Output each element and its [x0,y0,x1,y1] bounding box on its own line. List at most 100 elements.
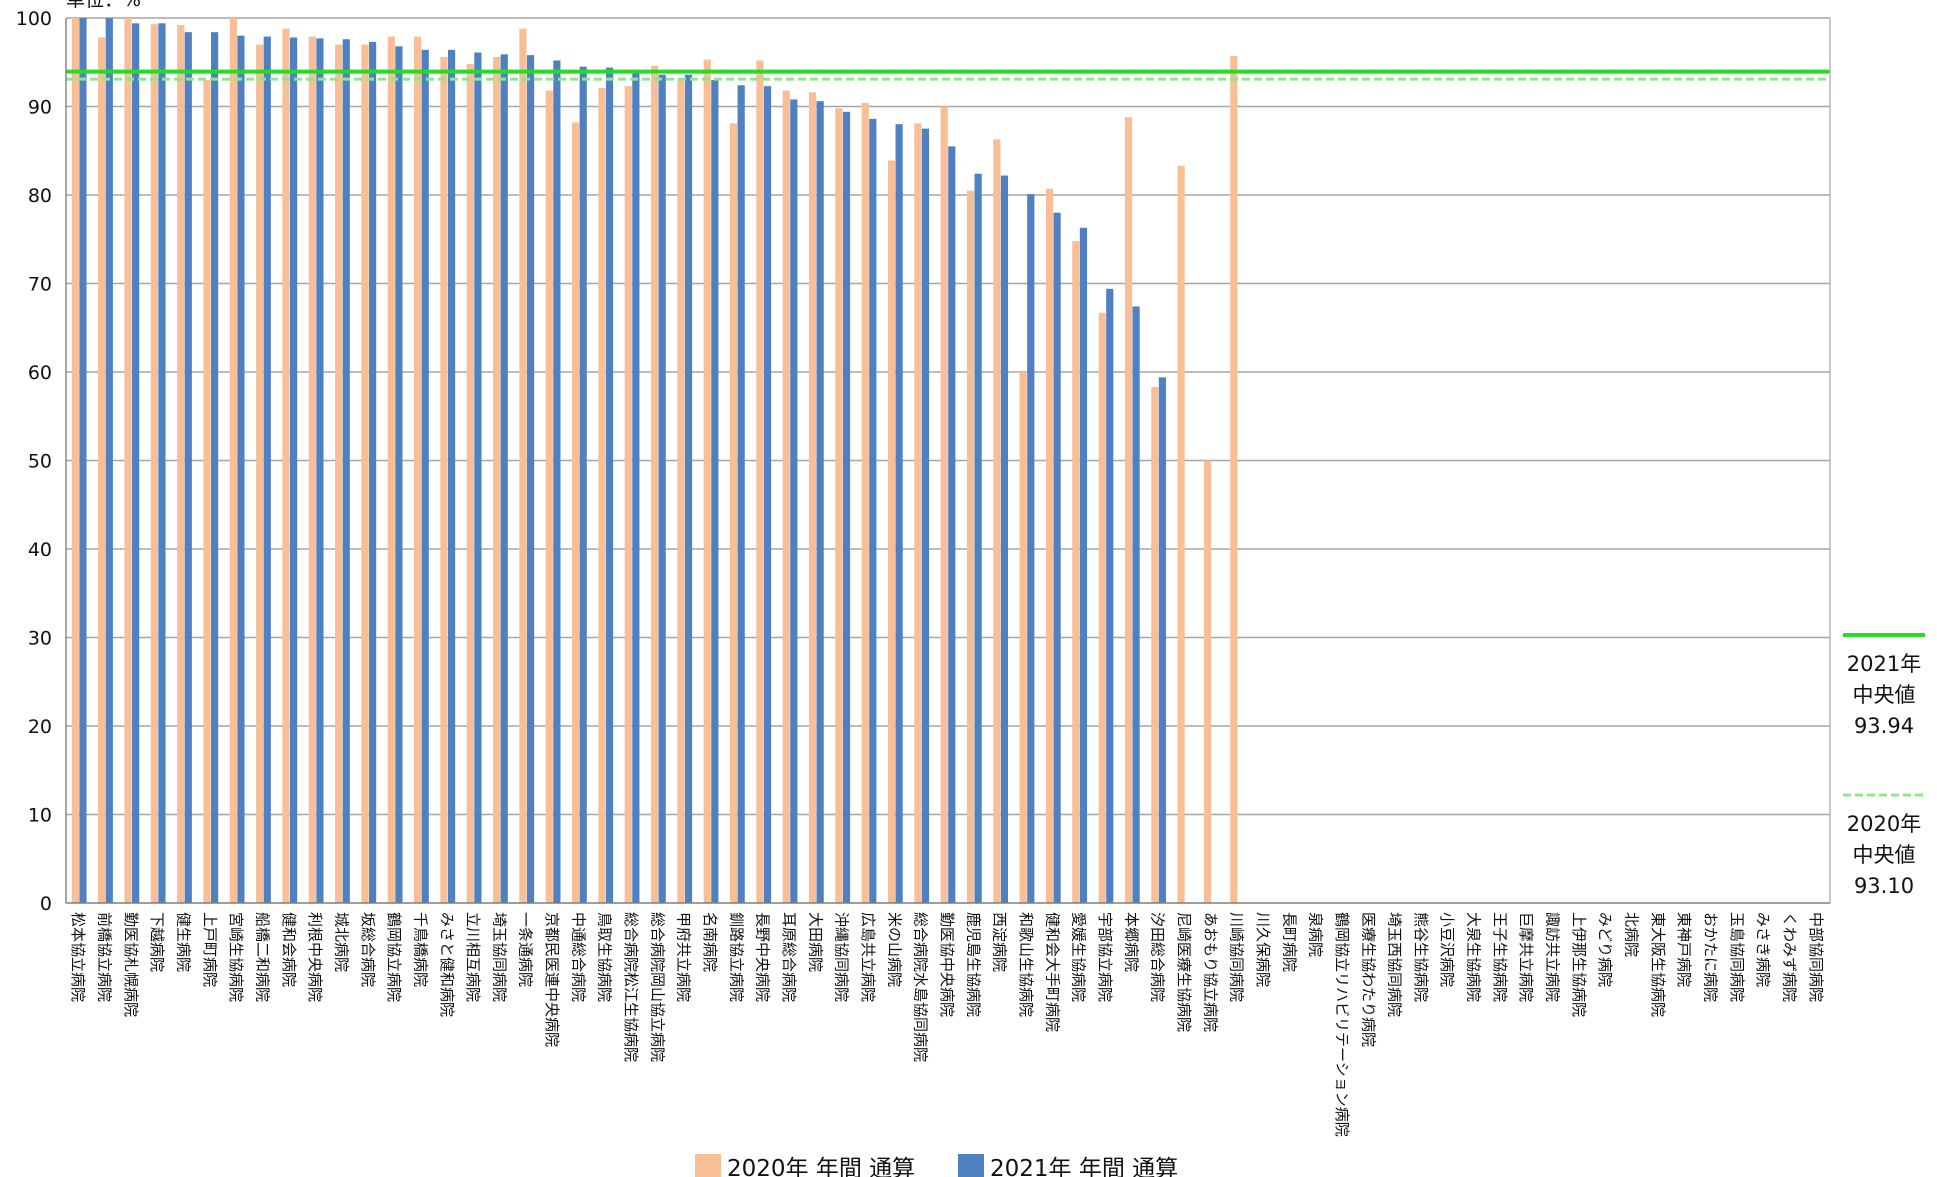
category-label: 鶴岡協立病院 [385,912,403,1002]
bar-2021 [1158,377,1167,903]
bar-2021 [184,32,192,904]
bar-2021 [526,55,535,904]
category-label: 諏訪共立病院 [1544,912,1562,1002]
category-label: 坂総合病院 [359,912,377,987]
category-label: 宇部協立病院 [1096,912,1114,1002]
category-label: 千鳥橋病院 [411,912,429,987]
bar-2021 [790,99,798,904]
bar-2021 [684,74,693,903]
category-label: 健生病院 [174,912,192,972]
bar-2020 [1151,387,1159,903]
bar-2020 [1177,165,1185,904]
bar-series [71,18,1238,904]
bar-2020 [1098,312,1106,904]
category-label: 大田病院 [806,912,824,972]
bar-2021 [658,74,666,903]
bar-2020 [729,123,738,903]
bar-2020 [808,92,817,904]
category-label: 大泉生協病院 [1465,912,1483,1002]
bar-2020 [203,79,211,903]
category-label: くわみず病院 [1781,912,1799,1002]
bar-2021 [579,66,587,904]
category-label: 王子生協病院 [1491,912,1509,1002]
category-label: 西淀病院 [991,912,1009,972]
y-tick-label: 70 [28,274,52,296]
category-label: 北病院 [1623,912,1641,957]
bar-2021 [158,23,166,904]
bar-2021 [105,18,113,903]
category-label: 釧路協立病院 [727,912,745,1002]
bar-2021 [842,111,851,903]
category-label: 城北病院 [332,912,350,972]
median-legend-text: 中央値 [1853,683,1916,707]
bar-2021 [211,32,219,904]
category-label: おかたに病院 [1702,912,1720,1002]
bar-2021 [263,36,271,903]
bar-2021 [1027,194,1035,904]
bar-2021 [632,72,640,904]
bar-2020 [440,56,448,903]
bar-2020 [756,60,764,904]
median-lines [66,69,1830,81]
category-label: 小豆沢病院 [1438,912,1456,987]
bar-2020 [493,56,501,903]
y-tick-label: 60 [28,362,52,384]
category-label: 泉病院 [1307,912,1325,957]
median-legend-text: 中央値 [1853,843,1916,867]
y-tick-labels: 0 10 20 30 40 50 60 70 80 90 100 [16,8,52,915]
bar-2020 [861,102,869,903]
y-tick-label: 100 [16,8,52,30]
category-label: みさと健和病院 [438,912,456,1017]
category-label: 立川相互病院 [464,912,482,1002]
category-label: 汐田総合病院 [1149,912,1167,1002]
category-label: 長野中央病院 [754,912,772,1002]
bar-2021 [395,46,403,903]
bar-2021 [447,49,456,904]
bar-2020 [1124,117,1133,904]
bar-2020 [598,87,606,904]
category-label: 川崎協同病院 [1228,912,1246,1002]
y-tick-label: 10 [28,805,52,827]
y-tick-label: 40 [28,539,52,561]
bar-2020 [545,90,553,903]
category-label: 前橋協立病院 [95,912,113,1002]
category-label: 医療生協わたり病院 [1359,912,1377,1047]
category-label: 広島共立病院 [859,912,877,1002]
y-tick-label: 50 [28,451,52,473]
bar-2020 [150,24,158,903]
bar-2020 [782,90,790,903]
bar-2020 [335,44,343,904]
category-label: 宮崎生協病院 [227,912,245,1002]
axes [65,18,1831,904]
category-label: 巨摩共立病院 [1517,912,1535,1002]
unit-label: 単位：% [66,0,141,11]
category-label: 上戸町病院 [201,912,219,987]
gridlines [66,17,1830,816]
bar-2021 [316,38,324,904]
category-labels: 松本協立病院 前橋協立病院 勤医協札幌病院 下越病院 健生病院 上戸町病院 宮崎生協病院 船橋… [69,912,1825,1137]
category-label: 鳥取生協病院 [596,912,614,1002]
bar-2021 [1132,306,1140,903]
category-label: 下越病院 [148,912,166,972]
category-label: 玉島協同病院 [1728,912,1746,1002]
bar-2020 [229,18,237,903]
median-legend-text: 2021年 [1847,652,1921,676]
category-label: 埼玉協同病院 [490,912,508,1002]
category-label: 甲府共立病院 [675,912,693,1002]
y-tick-label: 80 [28,185,52,207]
bar-2020 [1072,241,1080,903]
category-label: 名南病院 [701,912,719,972]
category-label: 中通総合病院 [569,912,587,1002]
bar-2021 [553,60,561,904]
category-label: 川久保病院 [1254,912,1272,987]
bar-2020 [650,65,659,904]
bar-2020 [572,122,580,904]
legend-label: 2020年 年間 通算 [727,1156,915,1177]
category-label: 熊谷生協病院 [1412,912,1430,1002]
bar-2021 [711,79,719,903]
bar-2021 [605,67,614,903]
legend-label: 2021年 年間 通算 [990,1156,1178,1177]
bar-2021 [816,101,824,903]
